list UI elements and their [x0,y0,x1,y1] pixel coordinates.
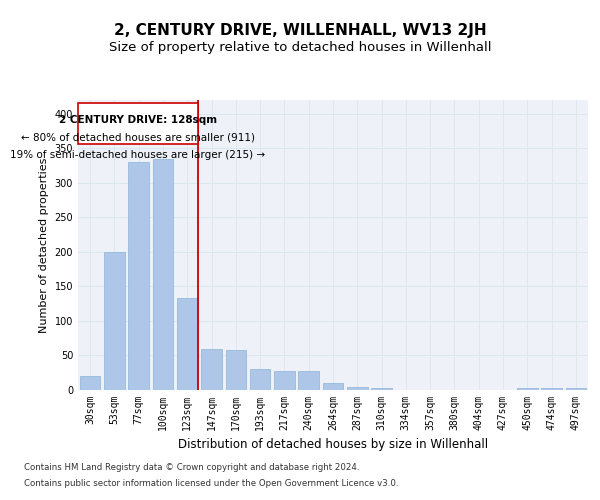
Text: Size of property relative to detached houses in Willenhall: Size of property relative to detached ho… [109,41,491,54]
Bar [177,298,197,390]
Text: ← 80% of detached houses are smaller (911): ← 80% of detached houses are smaller (91… [21,132,255,142]
Bar [323,383,343,390]
Bar [517,388,538,390]
Text: Contains HM Land Registry data © Crown copyright and database right 2024.: Contains HM Land Registry data © Crown c… [24,462,359,471]
Bar [298,372,319,390]
Text: 19% of semi-detached houses are larger (215) →: 19% of semi-detached houses are larger (… [10,150,265,160]
Text: 2 CENTURY DRIVE: 128sqm: 2 CENTURY DRIVE: 128sqm [59,115,217,125]
Bar [566,388,586,390]
Bar [128,162,149,390]
Text: 2, CENTURY DRIVE, WILLENHALL, WV13 2JH: 2, CENTURY DRIVE, WILLENHALL, WV13 2JH [113,22,487,38]
FancyBboxPatch shape [78,104,198,144]
Bar [250,370,271,390]
Bar [274,372,295,390]
X-axis label: Distribution of detached houses by size in Willenhall: Distribution of detached houses by size … [178,438,488,452]
Bar [104,252,125,390]
Bar [347,386,368,390]
Bar [371,388,392,390]
Bar [201,348,222,390]
Bar [152,158,173,390]
Bar [541,388,562,390]
Bar [80,376,100,390]
Y-axis label: Number of detached properties: Number of detached properties [39,158,49,332]
Bar [226,350,246,390]
Text: Contains public sector information licensed under the Open Government Licence v3: Contains public sector information licen… [24,479,398,488]
